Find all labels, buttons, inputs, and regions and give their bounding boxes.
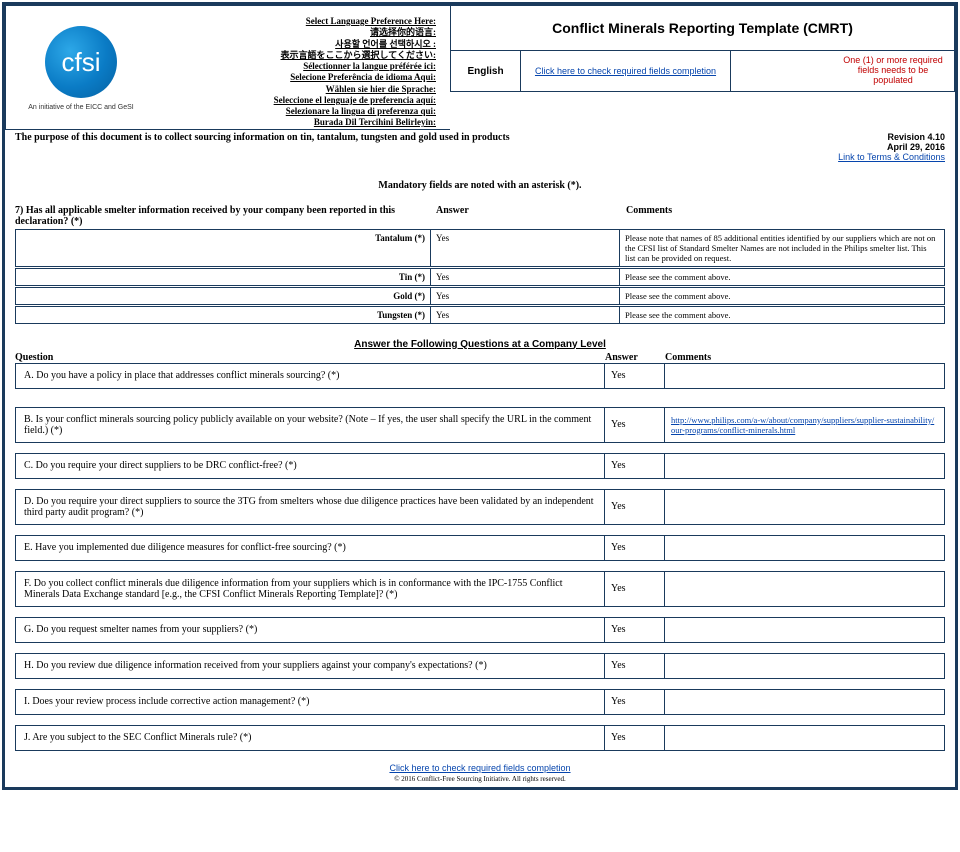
company-answer[interactable]: Yes: [605, 535, 665, 561]
footer-check-link-wrap: Click here to check required fields comp…: [5, 761, 955, 775]
warning-text: One (1) or more required fields needs to…: [838, 55, 948, 85]
company-comment[interactable]: [665, 617, 945, 643]
header-left: cfsi An initiative of the EICC and GeSI …: [5, 5, 450, 130]
cfsi-logo: cfsi: [45, 26, 117, 98]
company-row: I. Does your review process include corr…: [15, 689, 945, 715]
company-answer[interactable]: Yes: [605, 571, 665, 607]
header-block: cfsi An initiative of the EICC and GeSI …: [5, 5, 955, 130]
company-question: F. Do you collect conflict minerals due …: [15, 571, 605, 607]
company-row: F. Do you collect conflict minerals due …: [15, 571, 945, 607]
company-answer[interactable]: Yes: [605, 453, 665, 479]
q7-metal: Gold (*): [15, 287, 430, 305]
company-question: H. Do you review due diligence informati…: [15, 653, 605, 679]
footer-check-link[interactable]: Click here to check required fields comp…: [389, 763, 570, 773]
company-answer[interactable]: Yes: [605, 617, 665, 643]
company-comment[interactable]: [665, 489, 945, 525]
company-answer[interactable]: Yes: [605, 363, 665, 389]
language-link[interactable]: 사용할 언어를 선택하시오 :: [335, 39, 436, 49]
company-answer[interactable]: Yes: [605, 653, 665, 679]
q7-row: Tungsten (*)YesPlease see the comment ab…: [15, 306, 945, 324]
terms-link[interactable]: Link to Terms & Conditions: [838, 152, 945, 162]
company-comment[interactable]: [665, 535, 945, 561]
q7-answer[interactable]: Yes: [430, 268, 620, 286]
q7-comment[interactable]: Please see the comment above.: [620, 268, 945, 286]
company-row: A. Do you have a policy in place that ad…: [15, 363, 945, 389]
language-link[interactable]: Seleccione el lenguaje de preferencia aq…: [274, 95, 436, 105]
check-fields-link[interactable]: Click here to check required fields comp…: [535, 66, 716, 76]
mandatory-note: Mandatory fields are noted with an aster…: [5, 166, 955, 205]
company-row: H. Do you review due diligence informati…: [15, 653, 945, 679]
company-answer[interactable]: Yes: [605, 689, 665, 715]
q7-metal: Tungsten (*): [15, 306, 430, 324]
purpose-text: The purpose of this document is to colle…: [5, 130, 838, 166]
company-question: B. Is your conflict minerals sourcing po…: [15, 407, 605, 443]
initiative-text: An initiative of the EICC and GeSI: [28, 104, 133, 111]
logo-block: cfsi An initiative of the EICC and GeSI: [16, 12, 146, 129]
q7-comment[interactable]: Please see the comment above.: [620, 306, 945, 324]
q7-row: Tin (*)YesPlease see the comment above.: [15, 268, 945, 286]
comment-link[interactable]: http://www.philips.com/a-w/about/company…: [671, 415, 938, 435]
col-comments: Comments: [665, 352, 711, 363]
company-row: E. Have you implemented due diligence me…: [15, 535, 945, 561]
company-comment[interactable]: [665, 363, 945, 389]
revision-block: Revision 4.10 April 29, 2016 Link to Ter…: [838, 130, 955, 166]
company-comment[interactable]: http://www.philips.com/a-w/about/company…: [665, 407, 945, 443]
company-comment[interactable]: [665, 725, 945, 751]
header-info-row: English Click here to check required fie…: [450, 51, 955, 92]
language-selected[interactable]: English: [451, 51, 521, 91]
company-row: G. Do you request smelter names from you…: [15, 617, 945, 643]
language-link[interactable]: Wählen sie hier die Sprache:: [326, 84, 436, 94]
q7-row: Tantalum (*)YesPlease note that names of…: [15, 229, 945, 267]
company-question: I. Does your review process include corr…: [15, 689, 605, 715]
q7-comment[interactable]: Please see the comment above.: [620, 287, 945, 305]
language-link[interactable]: Selecione Preferência de idioma Aqui:: [290, 72, 436, 82]
company-comment[interactable]: [665, 453, 945, 479]
q7-metal: Tin (*): [15, 268, 430, 286]
company-table: A. Do you have a policy in place that ad…: [5, 363, 955, 751]
revision-date: April 29, 2016: [838, 142, 945, 152]
company-section-heading: Answer the Following Questions at a Comp…: [5, 325, 955, 352]
page-title: Conflict Minerals Reporting Template (CM…: [450, 5, 955, 51]
company-question: D. Do you require your direct suppliers …: [15, 489, 605, 525]
company-column-headers: Question Answer Comments: [15, 352, 945, 363]
company-row: C. Do you require your direct suppliers …: [15, 453, 945, 479]
q7-answer[interactable]: Yes: [430, 287, 620, 305]
company-question: A. Do you have a policy in place that ad…: [15, 363, 605, 389]
company-answer[interactable]: Yes: [605, 489, 665, 525]
company-comment[interactable]: [665, 689, 945, 715]
q7-metal: Tantalum (*): [15, 229, 430, 267]
page: cfsi An initiative of the EICC and GeSI …: [2, 2, 958, 790]
language-link[interactable]: 表示言語をここから選択してください:: [281, 50, 436, 60]
q7-comments-header: Comments: [620, 205, 945, 227]
company-comment[interactable]: [665, 571, 945, 607]
col-answer: Answer: [605, 352, 665, 363]
q7-row: Gold (*)YesPlease see the comment above.: [15, 287, 945, 305]
col-question: Question: [15, 352, 605, 363]
company-row: D. Do you require your direct suppliers …: [15, 489, 945, 525]
copyright: © 2016 Conflict-Free Sourcing Initiative…: [5, 775, 955, 787]
revision: Revision 4.10: [838, 132, 945, 142]
company-answer[interactable]: Yes: [605, 407, 665, 443]
language-link[interactable]: Select Language Preference Here:: [306, 16, 436, 26]
q7-comment[interactable]: Please note that names of 85 additional …: [620, 229, 945, 267]
q7-answer[interactable]: Yes: [430, 306, 620, 324]
q7-question: 7) Has all applicable smelter informatio…: [5, 205, 955, 229]
language-link[interactable]: Selezionare la lingua di preferenza qui:: [286, 106, 436, 116]
company-row: B. Is your conflict minerals sourcing po…: [15, 407, 945, 443]
company-comment[interactable]: [665, 653, 945, 679]
language-prompts: Select Language Preference Here:请选择你的语言:…: [146, 16, 440, 129]
company-question: C. Do you require your direct suppliers …: [15, 453, 605, 479]
company-question: E. Have you implemented due diligence me…: [15, 535, 605, 561]
language-link[interactable]: Burada Dil Tercihini Belirleyin:: [314, 117, 436, 127]
q7-answer-header: Answer: [430, 205, 620, 227]
language-link[interactable]: Sélectionner la langue préférée ici:: [303, 61, 436, 71]
company-answer[interactable]: Yes: [605, 725, 665, 751]
q7-answer[interactable]: Yes: [430, 229, 620, 267]
company-question: J. Are you subject to the SEC Conflict M…: [15, 725, 605, 751]
q7-table: Tantalum (*)YesPlease note that names of…: [5, 229, 955, 324]
company-row: J. Are you subject to the SEC Conflict M…: [15, 725, 945, 751]
language-link[interactable]: 请选择你的语言:: [370, 27, 436, 37]
company-question: G. Do you request smelter names from you…: [15, 617, 605, 643]
